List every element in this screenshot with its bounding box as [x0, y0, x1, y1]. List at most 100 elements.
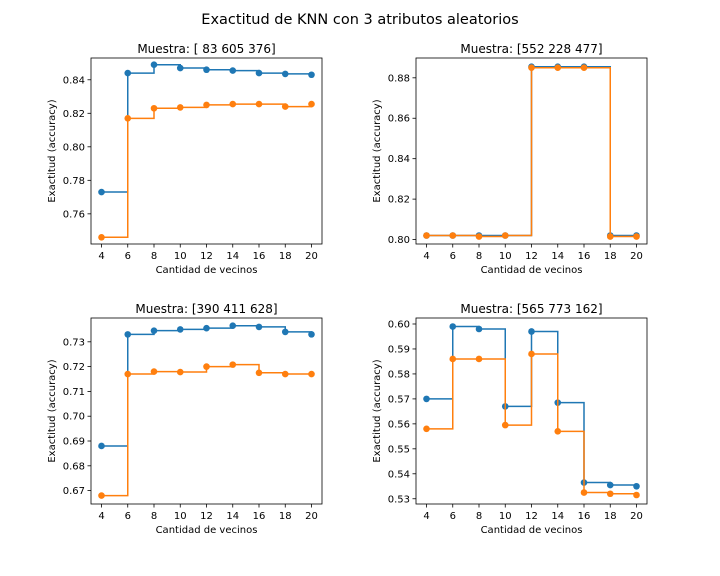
subplot-1-series-1-point: [176, 64, 184, 72]
subplot-1-title: Muestra: [ 83 605 376]: [137, 42, 275, 56]
subplot-1-series-2-point: [98, 234, 105, 241]
subplot-2-series-2-point: [580, 64, 588, 71]
subplot-1-series-1-point: [281, 70, 289, 78]
subplot-1-series-2-point: [308, 100, 315, 108]
subplot-3-x-tick-label: 14: [226, 511, 239, 522]
subplot-4-xlabel: Cantidad de vecinos: [481, 525, 583, 536]
subplot-1-y-tick-label: 0.80: [63, 142, 85, 153]
subplot-1-x-tick-label: 12: [200, 251, 213, 262]
subplot-3-x-tick-label: 16: [253, 511, 266, 522]
subplot-4-series-1-point: [475, 325, 483, 333]
subplot-3-series-2-point: [203, 363, 210, 370]
subplot-2-series-2-point: [606, 233, 614, 240]
subplot-3-x-tick-label: 18: [279, 511, 292, 522]
subplot-4-y-tick-label: 0.58: [388, 369, 410, 380]
subplot-2-x-tick-label: 10: [499, 251, 512, 262]
subplot-4: Muestra: [565 773 162] Cantidad de vecin…: [372, 302, 648, 536]
subplot-2-series-2-point: [475, 233, 483, 240]
subplot-3-y-tick-label: 0.68: [63, 461, 85, 472]
subplot-3-series-2-point: [281, 370, 289, 378]
subplot-3-series-2-point: [124, 370, 132, 378]
subplot-3-series-1-line: [101, 324, 313, 447]
subplot-4-series-2-point: [633, 491, 640, 499]
subplot-4-x-tick-label: 20: [630, 511, 643, 522]
subplot-3: Muestra: [390 411 628] Cantidad de vecin…: [47, 302, 323, 536]
subplot-2-x-tick-label: 6: [450, 251, 456, 262]
subplot-3-series-1-point: [150, 327, 158, 334]
subplot-3-y-tick-label: 0.70: [63, 412, 85, 423]
subplot-1-series-1-point: [255, 69, 263, 77]
subplot-2-series-2-point: [449, 232, 457, 239]
subplot-3-series-2-line: [101, 363, 312, 497]
subplot-2-title: Muestra: [552 228 477]: [460, 42, 602, 56]
subplot-2-series-2-point: [423, 232, 430, 239]
subplot-1-x-tick-label: 16: [253, 251, 266, 262]
subplot-2-x-tick-label: 20: [630, 251, 643, 262]
subplot-1-series-1-point: [98, 188, 105, 196]
subplot-4-series-2-point: [528, 350, 535, 358]
subplot-3-y-tick-label: 0.69: [63, 437, 85, 448]
subplot-4-series-2-point: [580, 489, 588, 496]
subplot-1-frame: [90, 57, 323, 245]
subplot-1-x-tick-label: 20: [305, 251, 318, 262]
subplot-4-x-tick-label: 6: [450, 511, 456, 522]
subplot-3-title: Muestra: [390 411 628]: [135, 302, 277, 316]
subplot-3-x-tick-label: 8: [151, 511, 157, 522]
subplot-3-series-2-point: [150, 368, 158, 375]
subplot-3-x-tick-label: 10: [174, 511, 187, 522]
subplot-4-series-1-point: [528, 328, 535, 335]
subplot-3-y-tick-label: 0.72: [63, 362, 85, 373]
subplot-1-series-1-point: [150, 61, 158, 68]
subplot-1-series-2-point: [229, 100, 237, 108]
subplot-1-xlabel: Cantidad de vecinos: [156, 265, 258, 276]
subplot-3-series-1-point: [124, 331, 132, 338]
subplot-4-series-2-point: [475, 355, 483, 363]
subplot-3-xlabel: Cantidad de vecinos: [156, 525, 258, 536]
subplot-4-series-1-point: [606, 481, 614, 489]
subplot-4-x-tick-label: 12: [525, 511, 538, 522]
subplot-3-frame: [90, 317, 323, 505]
subplot-1-series-1-point: [124, 69, 132, 77]
subplot-4-y-tick-label: 0.60: [388, 319, 410, 330]
subplot-4-x-tick-label: 4: [423, 511, 429, 522]
subplot-1-series-2-point: [176, 104, 184, 111]
subplot-3-series-1-point: [281, 328, 289, 336]
subplot-4-y-tick-label: 0.57: [388, 394, 410, 405]
subplot-1-x-tick-label: 18: [279, 251, 292, 262]
subplot-4-series-2-point: [554, 428, 562, 435]
subplot-1-series-2-point: [124, 115, 132, 122]
subplot-4-series-1-point: [423, 395, 430, 403]
subplot-4-x-tick-label: 10: [499, 511, 512, 522]
subplot-2-y-tick-label: 0.84: [388, 154, 410, 165]
subplot-4-x-tick-label: 14: [551, 511, 564, 522]
subplot-2: Muestra: [552 228 477] Cantidad de vecin…: [372, 42, 648, 276]
subplot-1-series-1-line: [101, 63, 313, 193]
subplot-3-y-tick-label: 0.71: [63, 387, 85, 398]
subplot-4-ylabel: Exactitud (accuracy): [372, 359, 383, 462]
subplot-3-series-2-point: [98, 492, 105, 499]
subplot-3-series-1-point: [229, 322, 237, 329]
subplot-1-series-1-point: [229, 67, 237, 74]
subplot-3-ylabel: Exactitud (accuracy): [47, 359, 58, 462]
subplot-4-x-tick-label: 16: [578, 511, 591, 522]
subplot-3-x-tick-label: 20: [305, 511, 318, 522]
subplot-1-series-2-point: [281, 103, 289, 110]
subplot-4-series-2-point: [606, 490, 614, 498]
subplot-1: Muestra: [ 83 605 376] Cantidad de vecin…: [47, 42, 323, 276]
subplot-1-y-tick-label: 0.82: [63, 109, 85, 120]
subplot-4-y-tick-label: 0.59: [388, 344, 410, 355]
subplot-3-x-tick-label: 12: [200, 511, 213, 522]
subplot-4-series-2-line: [426, 353, 638, 496]
subplot-4-y-tick-label: 0.53: [388, 494, 410, 505]
subplot-1-x-tick-label: 10: [174, 251, 187, 262]
figure-suptitle: Exactitud de KNN con 3 atributos aleator…: [201, 12, 518, 28]
subplot-3-series-2-point: [176, 368, 184, 376]
subplot-2-series-2-point: [501, 232, 509, 239]
subplot-2-x-tick-label: 12: [525, 251, 538, 262]
subplot-4-x-tick-label: 18: [604, 511, 617, 522]
subplot-3-series-2-point: [255, 369, 263, 377]
subplot-1-y-tick-label: 0.78: [63, 176, 85, 187]
subplot-2-series-2-line: [426, 66, 637, 238]
subplot-2-y-tick-label: 0.88: [388, 73, 410, 84]
subplot-4-x-tick-label: 8: [476, 511, 482, 522]
